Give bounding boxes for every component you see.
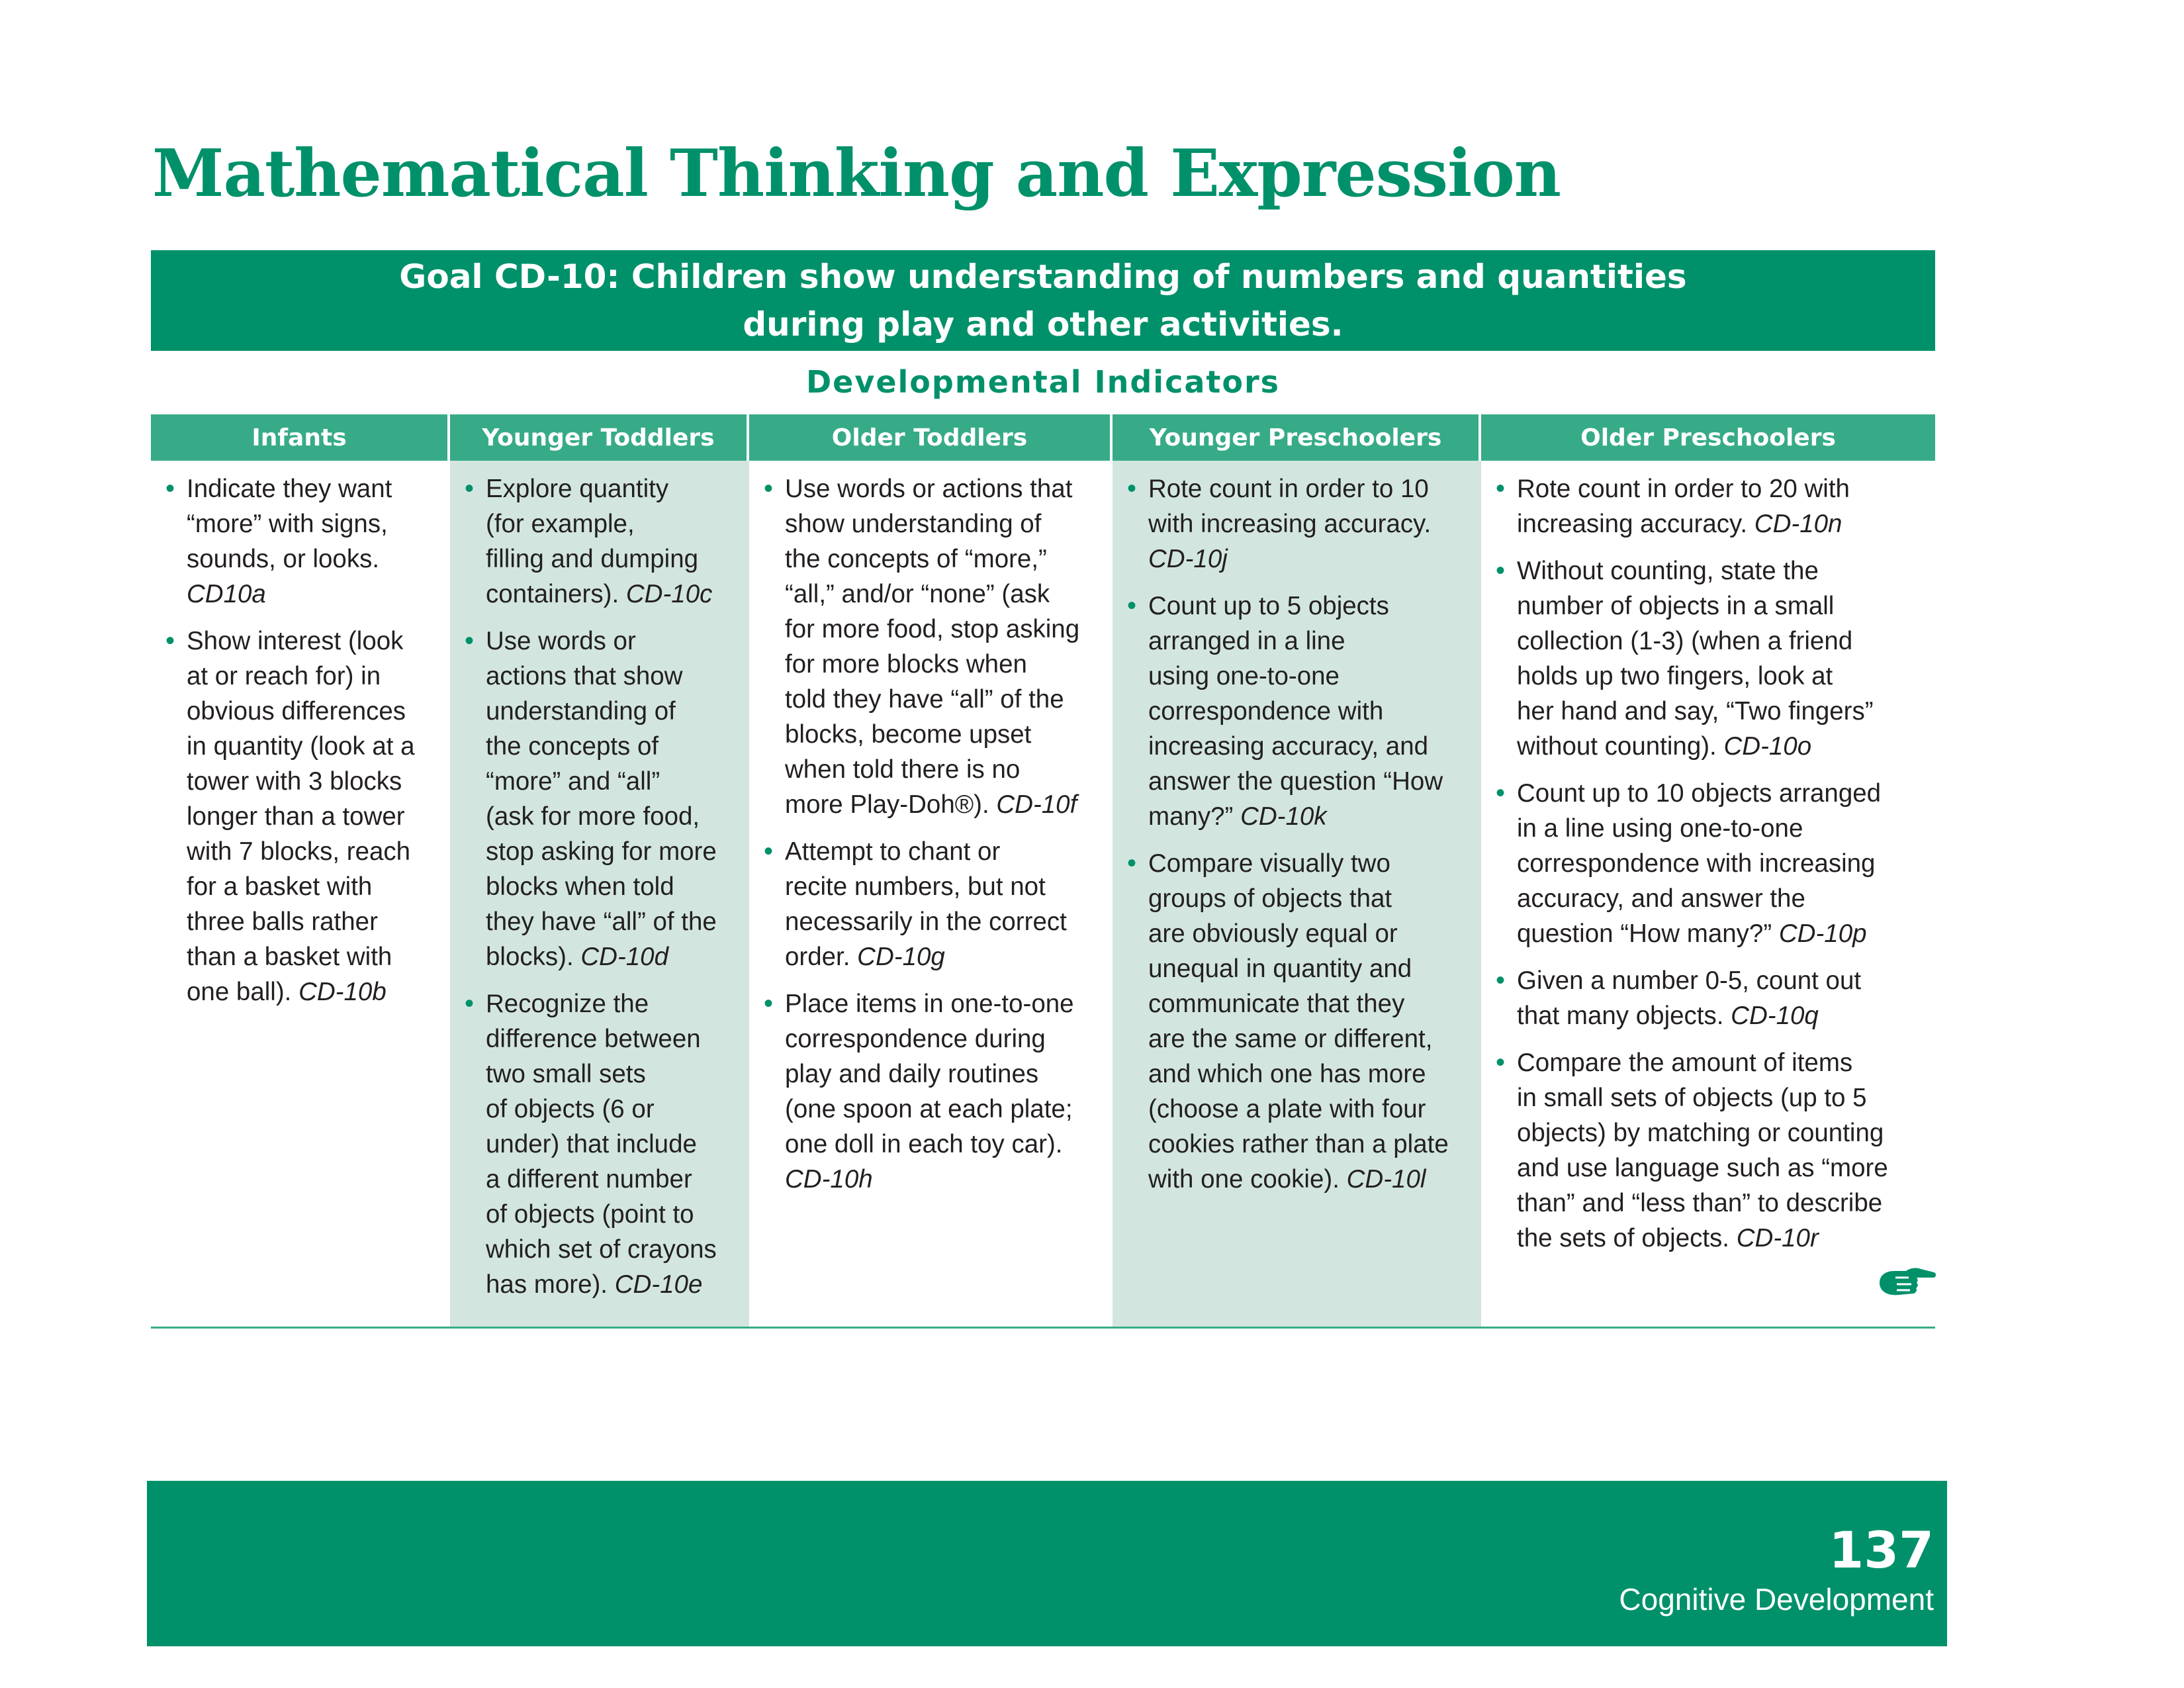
column-younger-preschoolers: Younger Preschoolers Rote count in order… [1113, 414, 1481, 1328]
indicator-item: Compare visually two groups of objects t… [1123, 846, 1472, 1197]
indicator-code: CD-10b [298, 978, 387, 1006]
table-bottom-rule [151, 1327, 1935, 1329]
column-header: Younger Toddlers [450, 414, 749, 461]
column-header: Infants [151, 414, 450, 461]
indicator-item: Count up to 10 objects arranged in a lin… [1492, 776, 1926, 951]
section-heading: Developmental Indicators [805, 364, 1281, 400]
indicator-code: CD-10k [1240, 802, 1327, 831]
indicator-text: Indicate they want “more” with signs, so… [187, 475, 392, 573]
indicator-item: Given a number 0-5, count out that many … [1492, 963, 1926, 1033]
column-header: Older Toddlers [749, 414, 1113, 461]
indicator-text: Show interest (look at or reach for) in … [187, 627, 415, 1006]
indicator-code: CD-10e [614, 1270, 703, 1299]
indicator-item: Attempt to chant or recite numbers, but … [760, 834, 1103, 974]
column-body: Indicate they want “more” with signs, so… [151, 461, 450, 1328]
indicator-code: CD10a [187, 580, 266, 608]
indicator-code: CD-10j [1148, 545, 1228, 573]
column-younger-toddlers: Younger Toddlers Explore quantity (for e… [450, 414, 749, 1328]
indicator-code: CD-10l [1346, 1165, 1426, 1194]
indicator-code: CD-10q [1731, 1002, 1819, 1030]
indicator-item: Rote count in order to 10 with increasin… [1123, 471, 1472, 577]
goal-banner: Goal CD-10: Children show understanding … [151, 250, 1935, 351]
indicator-code: CD-10o [1723, 732, 1812, 761]
indicators-table: Infants Indicate they want “more” with s… [151, 414, 1935, 1328]
indicator-item: Compare the amount of items in small set… [1492, 1045, 1926, 1256]
indicator-text: Count up to 10 objects arranged in a lin… [1517, 779, 1882, 948]
column-body: Rote count in order to 10 with increasin… [1113, 461, 1481, 1328]
indicator-code: CD-10f [996, 790, 1077, 819]
column-body: Use words or actions that show understan… [749, 461, 1113, 1328]
indicator-text: Use words or actions that show understan… [785, 475, 1080, 819]
column-body: Rote count in order to 20 with increasin… [1481, 461, 1935, 1328]
column-header: Older Preschoolers [1481, 414, 1935, 461]
indicator-item: Without counting, state the number of ob… [1492, 553, 1926, 764]
indicator-code: CD-10r [1736, 1224, 1819, 1252]
indicator-text: Count up to 5 objects arranged in a line… [1148, 592, 1443, 831]
indicator-text: Compare visually two groups of objects t… [1148, 849, 1449, 1194]
indicator-text: Given a number 0-5, count out that many … [1517, 966, 1862, 1030]
column-header: Younger Preschoolers [1113, 414, 1481, 461]
section-name: Cognitive Development [1619, 1582, 1934, 1617]
indicator-text: Without counting, state the number of ob… [1517, 557, 1874, 761]
column-older-preschoolers: Older Preschoolers Rote count in order t… [1481, 414, 1935, 1328]
indicator-code: CD-10h [785, 1165, 873, 1194]
pointing-hand-icon [1880, 1268, 1936, 1295]
indicator-code: CD-10p [1778, 919, 1867, 948]
indicator-text: Explore quantity (for example, filling a… [486, 475, 699, 608]
indicator-text: Recognize the difference between two sma… [486, 990, 717, 1299]
indicator-code: CD-10c [625, 580, 713, 608]
indicator-item: Show interest (look at or reach for) in … [161, 624, 441, 1009]
indicator-code: CD-10g [857, 943, 945, 971]
goal-text: Goal CD-10: Children show understanding … [399, 258, 1687, 344]
indicator-text: Attempt to chant or recite numbers, but … [785, 837, 1067, 971]
indicator-item: Use words or actions that show understan… [760, 471, 1103, 822]
column-body: Explore quantity (for example, filling a… [450, 461, 749, 1328]
indicator-code: CD-10n [1754, 510, 1843, 538]
indicator-text: Place items in one-to-one correspondence… [785, 990, 1074, 1158]
indicator-item: Rote count in order to 20 with increasin… [1492, 471, 1926, 541]
indicator-item: Recognize the difference between two sma… [461, 986, 740, 1302]
indicator-code: CD-10d [580, 943, 669, 971]
indicator-text: Compare the amount of items in small set… [1517, 1049, 1888, 1252]
page-number: 137 [1829, 1521, 1934, 1579]
indicator-item: Indicate they want “more” with signs, so… [161, 471, 441, 612]
indicator-item: Place items in one-to-one correspondence… [760, 986, 1103, 1197]
indicator-item: Explore quantity (for example, filling a… [461, 471, 740, 612]
indicator-text: Rote count in order to 10 with increasin… [1148, 475, 1432, 538]
footer-bar: 137 Cognitive Development [147, 1481, 1947, 1646]
column-infants: Infants Indicate they want “more” with s… [151, 414, 450, 1328]
page-title: Mathematical Thinking and Expression [152, 136, 1561, 212]
indicator-item: Count up to 5 objects arranged in a line… [1123, 588, 1472, 834]
indicator-text: Use words or actions that show understan… [486, 627, 717, 971]
column-older-toddlers: Older Toddlers Use words or actions that… [749, 414, 1113, 1328]
indicator-item: Use words or actions that show understan… [461, 624, 740, 974]
indicator-text: Rote count in order to 20 with increasin… [1517, 475, 1850, 538]
